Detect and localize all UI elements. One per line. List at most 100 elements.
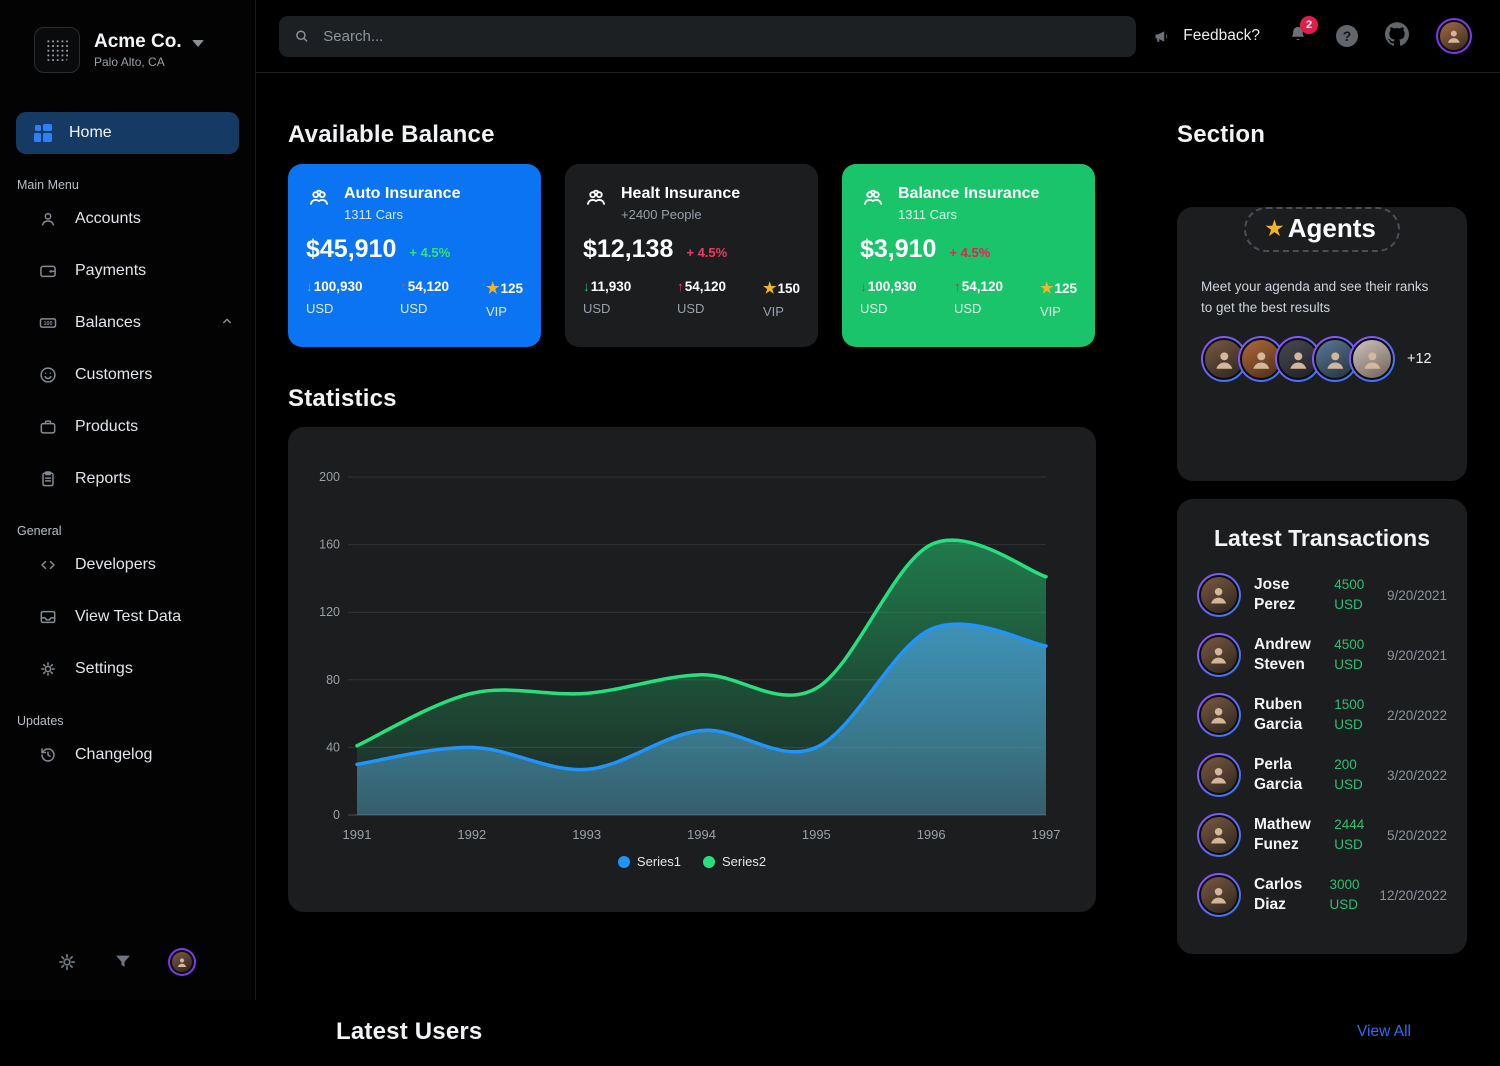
gear-icon — [41, 662, 55, 676]
agents-badge[interactable]: ★ Agents — [1244, 207, 1400, 252]
notification-badge: 2 — [1300, 15, 1318, 34]
company-location: Palo Alto, CA — [94, 54, 165, 69]
sidebar-section-main-menu: Main Menu — [17, 178, 79, 192]
sidebar-item-products[interactable]: Products — [0, 401, 255, 453]
transaction-name: Carlos Diaz — [1254, 875, 1303, 913]
svg-text:1995: 1995 — [802, 827, 831, 842]
transaction-avatar — [1197, 693, 1241, 737]
svg-text:200: 200 — [319, 470, 340, 484]
view-all-link[interactable]: View All — [1357, 1022, 1411, 1040]
transaction-amount: 4500 USD — [1334, 577, 1365, 612]
transaction-date: 9/20/2021 — [1386, 587, 1447, 603]
sidebar-item-settings[interactable]: Settings — [0, 643, 255, 695]
card-change: + 4.5% — [949, 245, 991, 260]
svg-text:1994: 1994 — [687, 827, 716, 842]
group-icon — [586, 189, 606, 205]
agent-avatar[interactable] — [1275, 335, 1321, 382]
card-title: Balance Insurance — [898, 185, 1040, 202]
transaction-row[interactable]: Jose Perez 4500 USD 9/20/2021 — [1197, 565, 1447, 625]
latest-users-title: Latest Users — [336, 1017, 483, 1045]
transaction-name: Jose Perez — [1254, 575, 1296, 613]
sidebar-item-reports[interactable]: Reports — [0, 453, 255, 505]
legend-item-series2[interactable]: Series2 — [703, 854, 766, 869]
sidebar-item-accounts[interactable]: Accounts — [0, 193, 255, 245]
balance-card-auto-insurance[interactable]: Auto Insurance 1311 Cars $45,910 + 4.5% … — [288, 164, 541, 347]
svg-text:120: 120 — [319, 605, 340, 619]
filter-icon[interactable] — [112, 951, 134, 973]
agents-extra-count[interactable]: +12 — [1407, 350, 1432, 367]
transaction-row[interactable]: Carlos Diaz 3000 USD 12/20/2022 — [1197, 865, 1447, 925]
sidebar-user-avatar[interactable] — [168, 948, 196, 976]
transaction-name: Mathew Funez — [1254, 815, 1311, 853]
transaction-avatar — [1197, 573, 1241, 617]
megaphone-icon — [1155, 30, 1168, 42]
sidebar-item-payments[interactable]: Payments — [0, 245, 255, 297]
balance-card-balance-insurance[interactable]: Balance Insurance 1311 Cars $3,910 + 4.5… — [842, 164, 1095, 347]
sidebar-item-label: View Test Data — [75, 608, 182, 625]
company-switcher[interactable]: Acme Co. Palo Alto, CA — [0, 0, 255, 73]
transaction-row[interactable]: Ruben Garcia 1500 USD 2/20/2022 — [1197, 685, 1447, 745]
search-icon — [296, 30, 308, 42]
transaction-name: Ruben Garcia — [1254, 695, 1303, 733]
star-icon: ★ — [1040, 280, 1054, 297]
up-arrow-icon: ↑ — [400, 279, 407, 294]
agent-avatar[interactable] — [1349, 335, 1395, 382]
series2-dot-icon — [703, 855, 715, 868]
up-arrow-icon: ↑ — [954, 279, 961, 294]
transaction-amount: 4500 USD — [1334, 637, 1365, 672]
statistics-area-chart: 0 40 80 120 160 200 1991 1992 1993 1994 1995 1996 19… — [319, 470, 1060, 842]
balance-card-healt-insurance[interactable]: Healt Insurance +2400 People $12,138 + 4… — [565, 164, 818, 347]
transaction-amount: 200 USD — [1334, 757, 1363, 792]
code-icon — [41, 560, 55, 570]
down-arrow-icon: ↓ — [860, 279, 867, 294]
legend-item-series1[interactable]: Series1 — [617, 854, 681, 869]
card-subtitle: 1311 Cars — [898, 207, 958, 222]
sidebar-item-changelog[interactable]: Changelog — [0, 729, 255, 781]
user-icon — [41, 212, 55, 226]
sidebar-footer-tools — [56, 948, 196, 976]
sidebar-item-view-test-data[interactable]: View Test Data — [0, 591, 255, 643]
card-title: Auto Insurance — [344, 185, 461, 202]
main-area: Feedback? 2 ? Available Balance — [256, 0, 1500, 1045]
up-arrow-icon: ↑ — [677, 279, 684, 294]
transaction-date: 2/20/2022 — [1386, 707, 1447, 723]
briefcase-icon — [40, 420, 56, 434]
transactions-list: Jose Perez 4500 USD 9/20/2021 Andrew Stev… — [1197, 565, 1447, 925]
user-avatar[interactable] — [1436, 18, 1472, 54]
group-icon — [863, 189, 883, 205]
github-button[interactable] — [1385, 21, 1409, 51]
svg-text:80: 80 — [326, 673, 340, 687]
gear-icon[interactable] — [56, 951, 78, 973]
search-input[interactable] — [321, 26, 1122, 46]
svg-text:1992: 1992 — [457, 827, 486, 842]
sidebar-item-home[interactable]: Home — [16, 112, 239, 154]
balance-cards: Auto Insurance 1311 Cars $45,910 + 4.5% … — [288, 164, 1096, 347]
series1-dot-icon — [617, 855, 630, 868]
feedback-button[interactable]: Feedback? — [1152, 26, 1260, 47]
transaction-name: Perla Garcia — [1254, 755, 1303, 793]
card-change: + 4.5% — [686, 245, 728, 260]
transaction-avatar — [1197, 813, 1241, 857]
latest-transactions-card: Latest Transactions Jose Perez 4500 USD 9… — [1177, 499, 1467, 954]
notifications-button[interactable]: 2 — [1287, 15, 1318, 50]
sidebar-item-balances[interactable]: 100 Balances — [0, 297, 255, 349]
sidebar-item-label: Developers — [75, 556, 156, 573]
transaction-row[interactable]: Perla Garcia 200 USD 3/20/2022 — [1197, 745, 1447, 805]
transaction-row[interactable]: Andrew Steven 4500 USD 9/20/2021 — [1197, 625, 1447, 685]
chevron-down-icon[interactable] — [191, 39, 204, 47]
agents-card: ★ Agents Meet your agenda and see their … — [1177, 207, 1467, 481]
svg-text:1996: 1996 — [917, 827, 946, 842]
face-icon — [40, 367, 56, 383]
sidebar-item-developers[interactable]: Developers — [0, 539, 255, 591]
latest-transactions-title: Latest Transactions — [1213, 525, 1431, 551]
available-balance-title: Available Balance — [288, 121, 495, 148]
sidebar-item-label: Products — [75, 418, 139, 435]
topbar: Feedback? 2 ? — [256, 0, 1500, 73]
sidebar-item-label: Reports — [75, 470, 132, 487]
chevron-up-icon[interactable] — [219, 313, 235, 334]
card-change: + 4.5% — [409, 245, 451, 260]
transaction-row[interactable]: Mathew Funez 2444 USD 5/20/2022 — [1197, 805, 1447, 865]
sidebar-item-customers[interactable]: Customers — [0, 349, 255, 401]
help-button[interactable]: ? — [1336, 25, 1358, 47]
